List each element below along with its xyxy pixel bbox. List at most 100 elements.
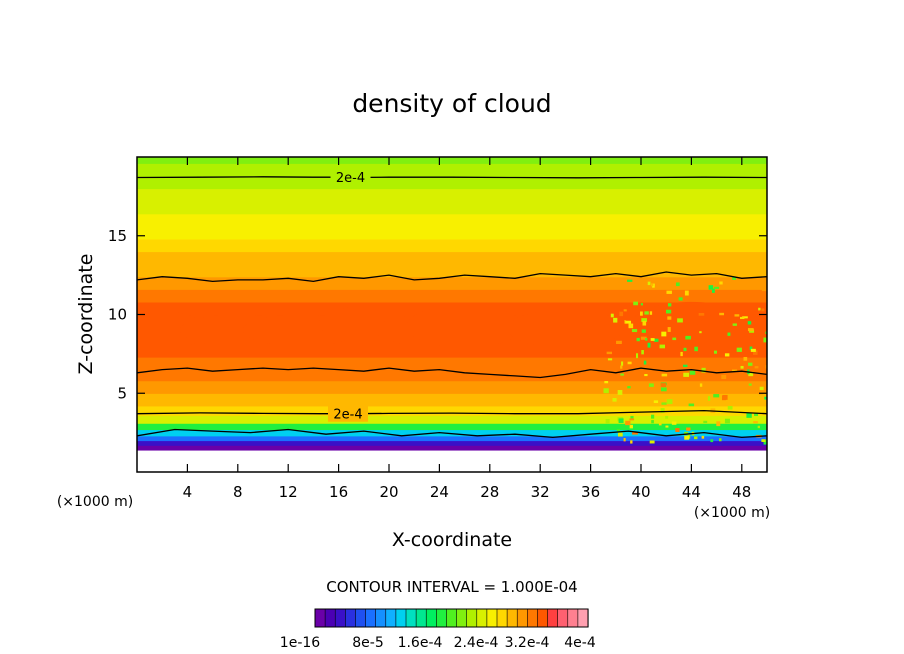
y-tick-label: 5 [117, 384, 127, 402]
noise-speck [644, 374, 648, 377]
noise-speck [740, 316, 745, 320]
noise-speck [684, 435, 690, 440]
noise-speck [647, 342, 651, 348]
noise-speck [661, 331, 667, 337]
colorbar-swatch [365, 608, 377, 628]
noise-speck [641, 318, 647, 322]
noise-speck [629, 418, 635, 421]
noise-speck [667, 303, 672, 307]
noise-speck [761, 287, 767, 292]
noise-speck [747, 328, 754, 332]
colorbar-swatch [557, 608, 569, 628]
colorbar [314, 608, 589, 628]
noise-speck [727, 405, 733, 410]
noise-speck [685, 335, 691, 340]
noise-speck [701, 435, 705, 439]
noise-speck [625, 420, 631, 426]
noise-speck [688, 403, 695, 407]
color-band [137, 429, 767, 437]
noise-speck [610, 313, 614, 318]
noise-speck [617, 390, 623, 395]
noise-speck [713, 350, 717, 354]
noise-speck [647, 281, 651, 286]
core-region [696, 308, 767, 350]
x-tick-label: 12 [279, 483, 298, 501]
core-region [137, 309, 208, 351]
color-band [137, 357, 767, 371]
noise-speck [678, 297, 683, 301]
noise-speck [640, 336, 647, 340]
colorbar-swatch [395, 608, 407, 628]
noise-speck [754, 412, 759, 417]
noise-speck [761, 308, 765, 312]
contour-lines [137, 176, 767, 439]
noise-speck [635, 353, 639, 359]
colorbar-swatch [355, 608, 367, 628]
noise-speck [665, 425, 669, 428]
colorbar-labels: 1e-16 8e-5 1.6e-4 2.4e-4 3.2e-4 4e-4 [280, 635, 596, 651]
core-region [406, 305, 523, 348]
noise-speck [765, 365, 767, 369]
colorbar-swatch [405, 608, 417, 628]
colorbar-tick-label: 2.4e-4 [454, 635, 499, 651]
contour-line [137, 367, 767, 379]
noise-speck [666, 309, 672, 314]
noise-speck [698, 313, 705, 316]
colorbar-swatch [425, 608, 437, 628]
colorbar-frame [314, 608, 589, 628]
noise-speck [660, 383, 667, 387]
colorbar-swatch [446, 608, 458, 628]
x-tick-label: 32 [531, 483, 550, 501]
noise-speck [658, 423, 662, 426]
noise-speck [694, 436, 698, 440]
noise-speck [748, 371, 754, 377]
noise-speck [763, 337, 767, 343]
colorbar-swatch [506, 608, 518, 628]
noise-speck [731, 369, 738, 372]
noise-speck [642, 321, 647, 326]
colorbar-tick-label: 1.6e-4 [398, 635, 443, 651]
color-band [137, 226, 767, 240]
noise-speck [699, 331, 702, 334]
x-tick-label: 24 [430, 483, 449, 501]
color-band [137, 251, 767, 265]
noise-speck [630, 440, 633, 444]
noise-speck [612, 398, 617, 402]
noise-speck [719, 312, 725, 316]
contour-interval-text: CONTOUR INTERVAL = 1.000E-04 [326, 578, 577, 596]
color-band [137, 380, 767, 394]
noise-speck [632, 432, 638, 435]
noise-speck [640, 311, 643, 316]
x-axis-ticks: 4 8 12 16 20 24 28 32 36 40 44 48 [183, 157, 751, 501]
contour-line [137, 176, 767, 179]
noise-speck [661, 373, 668, 377]
color-band [137, 175, 767, 190]
contour-label-bg [328, 405, 368, 422]
noise-speck [694, 346, 698, 352]
noise-speck [606, 351, 613, 355]
noise-speck [630, 415, 634, 420]
x-tick-label: 4 [183, 483, 193, 501]
noise-speck [680, 351, 683, 357]
noise-speck [627, 386, 631, 389]
noise-speck [623, 309, 627, 312]
colorbar-swatch [324, 608, 336, 628]
noise-speck [683, 372, 690, 377]
noise-speck [719, 281, 723, 285]
color-band [137, 440, 767, 446]
plot-area [137, 157, 767, 451]
noise-speck [713, 394, 720, 398]
noise-speck [719, 438, 722, 442]
noise-speck [661, 402, 667, 405]
color-band [137, 369, 767, 382]
contour-labels: 2e-4 2e-4 [328, 169, 371, 423]
noise-speck [607, 358, 613, 361]
noise-speck [651, 420, 654, 424]
colorbar-tick-label: 4e-4 [564, 635, 596, 651]
x-tick-label: 8 [233, 483, 243, 501]
noise-speck [667, 316, 672, 320]
noise-speck [689, 370, 696, 375]
colorbar-swatch [537, 608, 549, 628]
color-band [137, 188, 767, 202]
noise-speck [625, 320, 632, 324]
